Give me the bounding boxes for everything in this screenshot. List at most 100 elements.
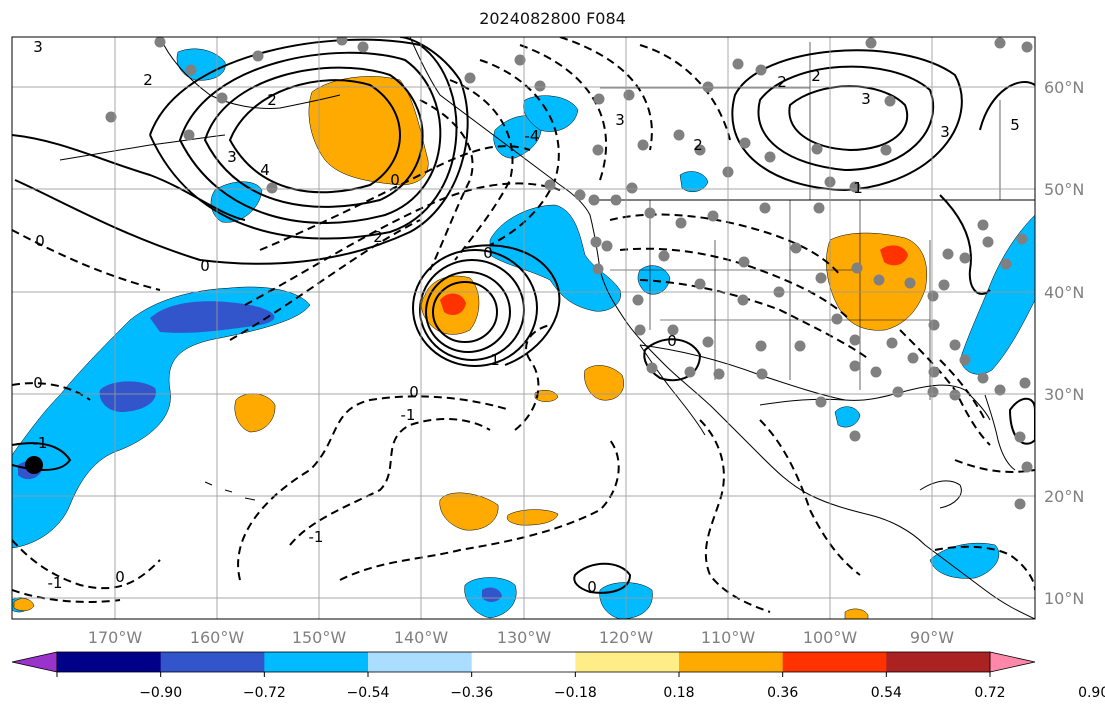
station-dot — [794, 340, 806, 352]
station-dot — [873, 274, 885, 286]
contour-neg-mid-1 — [237, 395, 511, 581]
station-dot — [811, 143, 823, 155]
station-dot — [907, 352, 919, 364]
station-dot — [884, 95, 896, 107]
station-dot — [949, 339, 961, 351]
neg-anomaly-core-west-2 — [99, 381, 156, 412]
station-dot — [534, 80, 546, 92]
map-content: 3 2 3 4 2 0 2 0 3 2 1 0 -1 -1 -1 0 -1 0 … — [12, 37, 1035, 619]
colorbar-swatch — [575, 652, 680, 672]
station-dot — [815, 396, 827, 408]
station-dot — [183, 129, 195, 141]
lon-label: 140°W — [394, 628, 449, 647]
station-dot — [592, 263, 604, 275]
contour-label: 3 — [33, 38, 43, 56]
station-dot — [849, 360, 861, 372]
contour-label: 2 — [693, 136, 703, 154]
pos-anomaly-small-3 — [13, 598, 35, 611]
neg-anomaly-bc — [493, 115, 542, 159]
station-dot — [851, 262, 863, 274]
contour-label: 0 — [33, 374, 43, 392]
station-dot — [514, 54, 526, 66]
station-dot — [927, 386, 939, 398]
station-dot — [632, 294, 644, 306]
contour-label: 0 — [587, 578, 597, 596]
coastline-north-america — [409, 37, 1035, 619]
colorbar-left-arrow — [11, 651, 58, 673]
contour-high-east-3 — [731, 49, 963, 192]
station-dot — [626, 182, 638, 194]
contour-label: 0 — [35, 232, 45, 250]
contour-label: 3 — [861, 90, 871, 108]
contour-label: -1 — [48, 574, 63, 592]
station-dot — [684, 366, 696, 378]
station-dot — [831, 313, 843, 325]
colorbar-swatch — [57, 652, 162, 672]
station-dot — [1021, 461, 1033, 473]
contour-neg-west-zero — [12, 382, 91, 401]
contour-high-west-1 — [228, 79, 401, 194]
colorbar-swatch — [782, 652, 887, 672]
contour-label: 2 — [267, 91, 277, 109]
station-dot — [694, 144, 706, 156]
lon-label: 170°W — [88, 628, 143, 647]
lat-label: 10°N — [1044, 589, 1084, 608]
contour-low-center-1 — [432, 281, 498, 343]
coastline-baja — [639, 344, 706, 436]
contour-neg-gulf-2 — [449, 79, 514, 261]
colorbar-swatch — [679, 652, 784, 672]
station-dot — [813, 202, 825, 214]
station-dot — [588, 194, 600, 206]
station-dot — [590, 236, 602, 248]
colorbar: −0.90 −0.72 −0.54 −0.36 −0.18 0.18 0.36 0.54 0.7… — [11, 651, 1105, 701]
contour-label: -1 — [401, 406, 416, 424]
pos-anomaly-alaska — [308, 76, 429, 186]
station-dot — [904, 277, 916, 289]
contour-zero-fl — [1008, 397, 1035, 445]
contour-neg-plains-3 — [639, 279, 871, 361]
colorbar-tick-label: −0.72 — [243, 685, 286, 701]
neg-anomaly-core-west — [150, 301, 275, 333]
colorbar-swatch — [886, 652, 991, 672]
coastline-alaska — [159, 37, 341, 109]
contour-neg-sw-2 — [12, 589, 121, 603]
colorbar-tick-label: −0.54 — [347, 685, 390, 701]
station-dot — [694, 278, 706, 290]
contour-high-west-3 — [178, 51, 442, 224]
lon-label: 150°W — [292, 628, 347, 647]
colorbar-swatch — [471, 652, 576, 672]
contour-label: 1 — [490, 351, 500, 369]
contour-label: 2 — [143, 71, 153, 89]
contour-low-center-0 — [464, 244, 561, 366]
map-title: 2024082800 F084 — [479, 9, 626, 28]
contour-low-center-4 — [412, 249, 538, 367]
station-dot — [949, 389, 961, 401]
station-dot — [994, 37, 1006, 49]
station-dot — [623, 89, 635, 101]
station-dot — [252, 50, 264, 62]
station-dot — [977, 372, 989, 384]
pos-anomaly-pacific-1 — [234, 393, 276, 433]
lat-label: 40°N — [1044, 283, 1084, 302]
contour-label: -1 — [33, 434, 48, 452]
contour-neg-mid-4 — [514, 324, 551, 431]
pos-anomaly-small-1 — [534, 389, 559, 402]
colorbar-tick-label: −0.36 — [450, 685, 493, 701]
contour-low-center-2 — [425, 271, 511, 353]
colorbar-tick-label: 0.54 — [871, 685, 902, 701]
contour-label: 0 — [409, 383, 419, 401]
contour-high-west-6 — [12, 134, 246, 221]
station-dot — [646, 362, 658, 374]
contour-label: 0 — [667, 332, 677, 350]
contour-label: 0 — [200, 257, 210, 275]
station-dot — [1000, 258, 1012, 270]
station-dot — [464, 72, 476, 84]
station-dot — [938, 279, 950, 291]
station-dot — [739, 137, 751, 149]
colorbar-swatch — [264, 652, 369, 672]
colorbar-tick-label: 0.36 — [767, 685, 798, 701]
contour-neg-gulf-1 — [419, 99, 474, 271]
station-dot — [870, 366, 882, 378]
station-dot — [928, 319, 940, 331]
